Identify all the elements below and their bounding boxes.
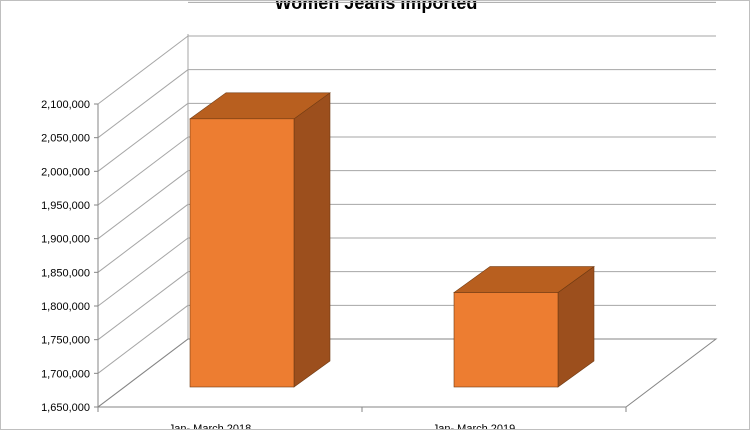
y-tick-label: 1,850,000 bbox=[41, 267, 90, 279]
label-layer: 1,650,000 1,700,000 1,750,000 1,800,000 1,85… bbox=[41, 99, 516, 430]
chart-title: Women Jeans Imported bbox=[274, 0, 478, 13]
y-tick-label: 1,650,000 bbox=[41, 402, 90, 414]
bar-front-face bbox=[189, 118, 295, 388]
y-tick-label: 2,000,000 bbox=[41, 166, 90, 178]
bar-side-face bbox=[293, 92, 331, 388]
y-tick-label: 1,950,000 bbox=[41, 200, 90, 212]
x-category-label: Jan- March 2018 bbox=[169, 423, 252, 430]
gridline-side bbox=[97, 136, 189, 206]
x-category-label: Jan- March 2019 bbox=[433, 423, 516, 430]
gridline-side bbox=[97, 170, 189, 240]
gridline-side bbox=[97, 237, 189, 307]
bar-layer bbox=[189, 92, 595, 388]
gridline-side bbox=[97, 271, 189, 341]
bar-1 bbox=[189, 92, 331, 388]
gridline-side bbox=[97, 69, 189, 139]
bar-2 bbox=[453, 265, 595, 388]
bar-front-face bbox=[453, 292, 559, 388]
y-tick-label: 1,900,000 bbox=[41, 234, 90, 246]
gridline-side bbox=[97, 35, 189, 105]
gridline-side bbox=[97, 203, 189, 273]
y-tick-label: 1,800,000 bbox=[41, 301, 90, 313]
gridline-side bbox=[97, 102, 189, 172]
gridline-side bbox=[97, 304, 189, 374]
y-tick-label: 2,050,000 bbox=[41, 133, 90, 145]
y-tick-label: 1,700,000 bbox=[41, 368, 90, 380]
y-tick-label: 2,100,000 bbox=[41, 99, 90, 111]
y-tick-label: 1,750,000 bbox=[41, 335, 90, 347]
floor-plane bbox=[96, 338, 718, 408]
axis-layer bbox=[94, 103, 627, 412]
